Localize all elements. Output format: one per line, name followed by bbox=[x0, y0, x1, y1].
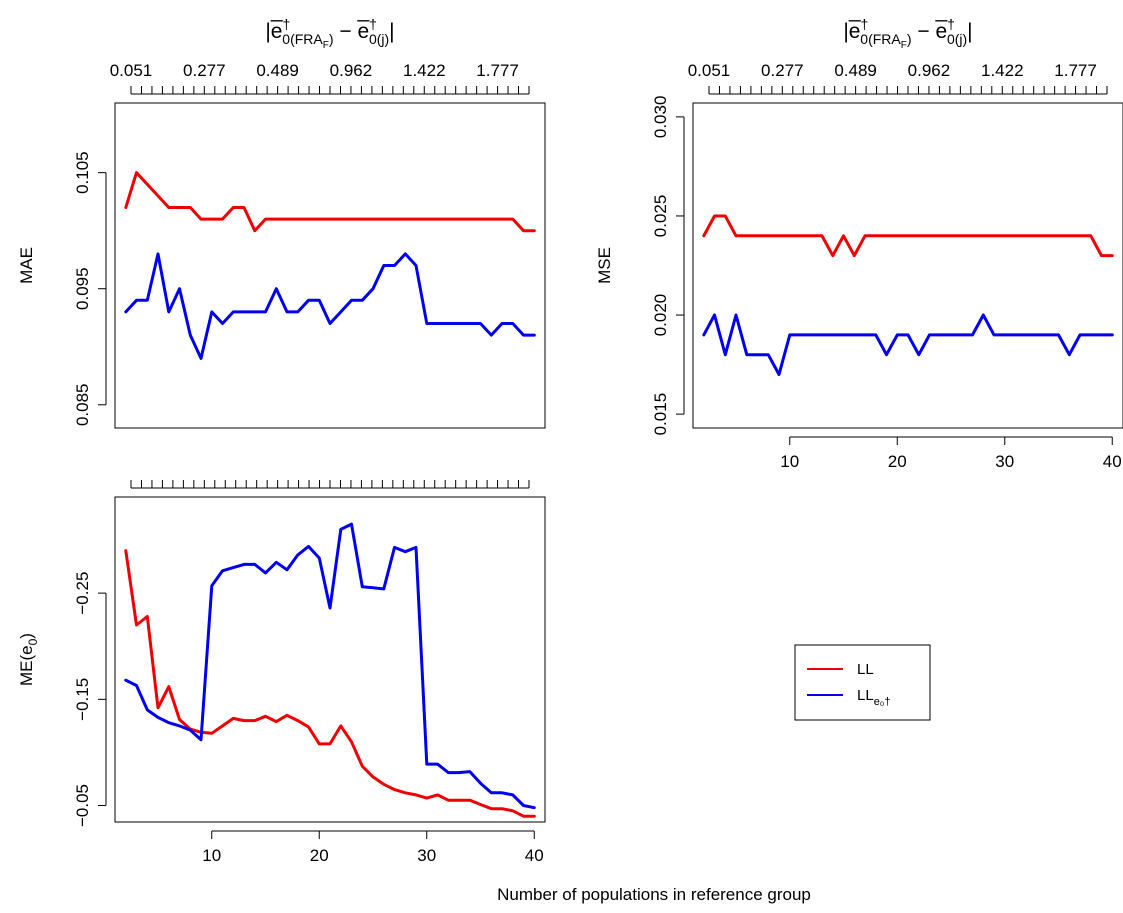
top-tick-label: 0.277 bbox=[183, 61, 226, 80]
top-tick-label: 0.051 bbox=[688, 61, 731, 80]
y-axis-title: ME(e0) bbox=[17, 633, 40, 686]
panel-me: −0.05 −0.15 −0.25 ME(e0) 10 20 30 40 bbox=[17, 480, 546, 865]
top-tick-label: 0.962 bbox=[908, 61, 951, 80]
x-tick-label: 40 bbox=[1103, 452, 1122, 471]
y-tick-label: 0.030 bbox=[651, 96, 670, 139]
top-tick-label: 1.777 bbox=[476, 61, 519, 80]
series-line-ll bbox=[702, 214, 1114, 258]
y-axis-title: MSE bbox=[595, 247, 614, 284]
series-line-ll bbox=[124, 549, 536, 818]
top-tick-label: 0.962 bbox=[330, 61, 373, 80]
legend-label: LL bbox=[857, 661, 874, 678]
series-line-lle0 bbox=[702, 313, 1114, 376]
series-line-lle0 bbox=[124, 252, 536, 360]
top-tick-label: 0.489 bbox=[256, 61, 299, 80]
x-tick-label: 30 bbox=[417, 846, 436, 865]
top-tick-label: 0.489 bbox=[834, 61, 877, 80]
plot-frame bbox=[114, 102, 546, 429]
top-tick-label: 1.422 bbox=[403, 61, 446, 80]
y-tick-label: −0.05 bbox=[73, 784, 92, 827]
y-tick-label: 0.020 bbox=[651, 294, 670, 337]
panel-mse: 0.015 0.020 0.025 0.030 MSE 10 20 30 40 0.051 0.27… bbox=[595, 16, 1123, 471]
x-tick-label: 10 bbox=[202, 846, 221, 865]
top-tick-label: 1.422 bbox=[981, 61, 1024, 80]
panels: 0.085 0.095 0.105 MAE 0.051 0.277 0.489 0.962 1.… bbox=[17, 16, 1123, 865]
legend: LL LLe₀† bbox=[794, 644, 931, 721]
series-line-ll bbox=[124, 171, 536, 233]
top-tick-label: 1.777 bbox=[1054, 61, 1097, 80]
x-tick-label: 10 bbox=[780, 452, 799, 471]
plot-frame bbox=[114, 496, 546, 823]
x-tick-label: 40 bbox=[525, 846, 544, 865]
y-axis-title: MAE bbox=[17, 247, 36, 284]
y-tick-label: −0.25 bbox=[73, 572, 92, 615]
y-tick-label: 0.025 bbox=[651, 195, 670, 238]
top-tick-label: 0.051 bbox=[110, 61, 153, 80]
y-tick-label: 0.015 bbox=[651, 393, 670, 436]
y-tick-label: 0.105 bbox=[73, 151, 92, 194]
series-line-lle0 bbox=[124, 522, 536, 810]
x-tick-label: 20 bbox=[888, 452, 907, 471]
top-axis-title: |e̅† 0(FRAF) − e̅† 0(j)| bbox=[265, 16, 394, 51]
plot-frame bbox=[692, 102, 1123, 429]
x-tick-label: 20 bbox=[310, 846, 329, 865]
x-axis-title: Number of populations in reference group bbox=[497, 885, 811, 904]
top-axis-title: |e̅† 0(FRAF) − e̅† 0(j)| bbox=[843, 16, 972, 51]
legend-label: LLe₀† bbox=[857, 687, 891, 708]
top-tick-label: 0.277 bbox=[761, 61, 804, 80]
y-tick-label: 0.085 bbox=[73, 384, 92, 427]
legend-frame bbox=[794, 644, 931, 721]
x-tick-label: 30 bbox=[995, 452, 1014, 471]
y-tick-label: 0.095 bbox=[73, 267, 92, 310]
y-tick-label: −0.15 bbox=[73, 678, 92, 721]
panel-mae: 0.085 0.095 0.105 MAE 0.051 0.277 0.489 0.962 1.… bbox=[17, 16, 546, 429]
